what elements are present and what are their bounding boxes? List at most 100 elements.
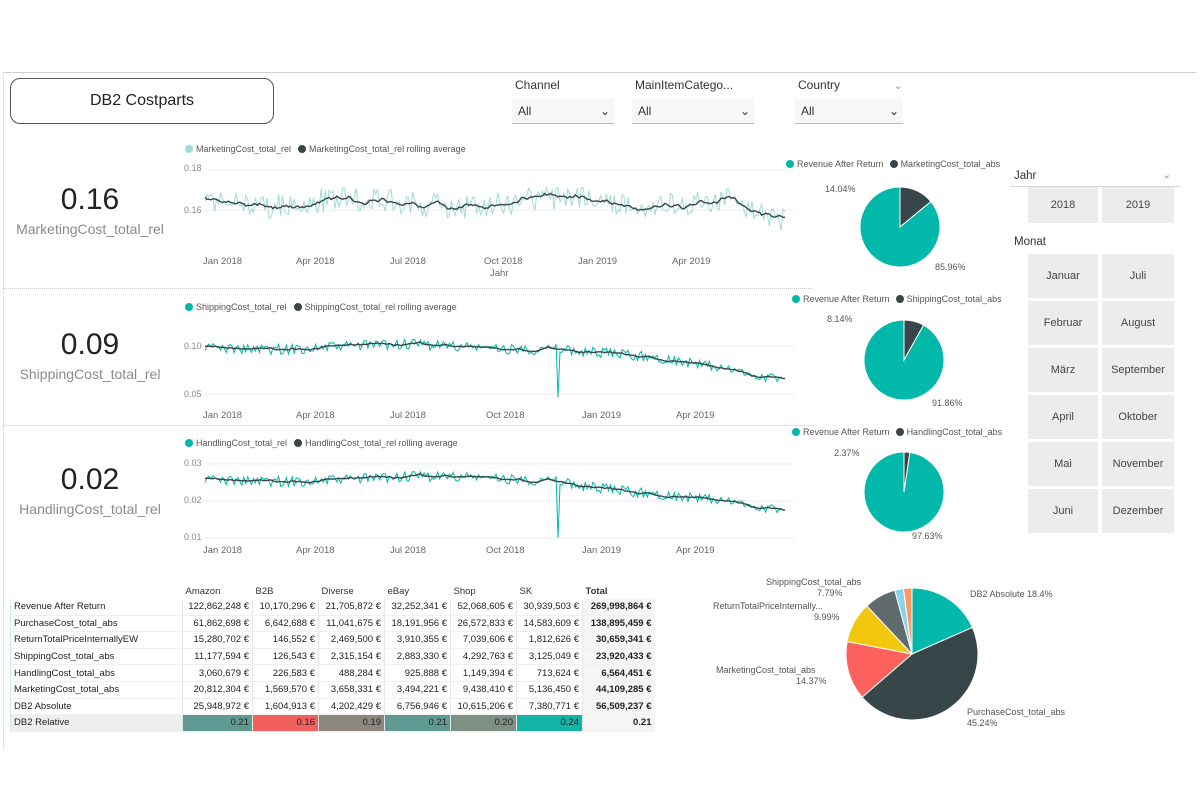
table-row[interactable]: ShippingCost_total_abs 11,177,594 €126,54… (10, 648, 655, 666)
table-cell: 20,812,304 € (182, 681, 253, 699)
column-header[interactable]: Diverse (321, 585, 354, 597)
table-cell: 488,284 € (318, 664, 385, 682)
legend-dot (895, 295, 904, 303)
legend-dot (293, 303, 302, 311)
x-tick: Jul 2018 (390, 545, 426, 556)
marketing-share-pie[interactable] (860, 187, 942, 269)
x-tick: Jan 2018 (203, 256, 243, 267)
column-header-total[interactable]: Total (585, 585, 608, 597)
x-tick: Jul 2018 (390, 256, 426, 267)
column-header[interactable]: SK (519, 585, 533, 597)
pie-slice[interactable] (861, 626, 979, 721)
jahr-slicer-title: Jahr (1014, 170, 1037, 182)
legend-label: ShippingCost_total_rel (196, 302, 287, 312)
year-tile-2019[interactable]: 2019 (1102, 187, 1174, 223)
month-tile-februar[interactable]: Februar (1028, 301, 1098, 345)
raw-series-line[interactable] (205, 337, 786, 398)
country-slicer[interactable]: Country ⌄ All ⌄ (795, 78, 903, 124)
pie-slice[interactable] (860, 187, 941, 268)
month-tile-april[interactable]: April (1028, 395, 1098, 439)
x-tick: Oct 2018 (484, 256, 523, 267)
table-row[interactable]: Revenue After Return 122,862,248 €10,170,… (10, 599, 655, 616)
country-dropdown[interactable]: All ⌄ (795, 99, 903, 124)
kpi-label: HandlingCost_total_rel (19, 501, 161, 517)
legend-dot (786, 160, 794, 168)
slicer-label: MainItemCatego... (635, 78, 734, 92)
pie-slice[interactable] (902, 588, 913, 655)
table-cell: 11,041,675 € (318, 615, 385, 633)
month-tile-dezember[interactable]: Dezember (1102, 489, 1174, 533)
legend-label: MarketingCost_total_rel (196, 144, 292, 154)
pie-slice[interactable] (911, 588, 974, 655)
table-cell: 146,552 € (252, 631, 319, 649)
total-cell: 56,509,237 € (582, 698, 655, 716)
column-header[interactable]: B2B (255, 585, 274, 597)
month-tile-januar[interactable]: Januar (1028, 254, 1098, 298)
pie-legend[interactable]: Revenue After Return MarketingCost_total… (786, 159, 1000, 169)
table-row[interactable]: PurchaseCost_total_abs 61,862,698 €6,642,… (10, 615, 655, 633)
chart-legend[interactable]: HandlingCost_total_rel HandlingCost_tota… (185, 438, 458, 448)
pie-legend[interactable]: Revenue After Return HandlingCost_total_… (792, 427, 1002, 437)
page-title-button[interactable]: DB2 Costparts (10, 78, 274, 124)
column-header[interactable]: Amazon (185, 585, 221, 597)
raw-series-line[interactable] (205, 185, 786, 231)
pie-slice[interactable] (864, 452, 945, 533)
month-tile-september[interactable]: September (1102, 348, 1174, 392)
kpi-value: 0.16 (60, 183, 120, 216)
table-cell: 61,862,698 € (182, 615, 253, 633)
month-tile-juli[interactable]: Juli (1102, 254, 1174, 298)
raw-series-line[interactable] (205, 470, 786, 538)
month-tile-mai[interactable]: Mai (1028, 442, 1098, 486)
x-axis-title: Jahr (490, 268, 509, 279)
channel-slicer[interactable]: Channel All ⌄ (512, 78, 614, 124)
table-row[interactable]: DB2 Absolute 25,948,972 €1,604,913 €4,202… (10, 698, 655, 716)
cost-breakdown-pie[interactable] (846, 588, 980, 722)
slicer-value: All (518, 104, 532, 118)
table-cell: 18,191,956 € (384, 615, 451, 633)
month-tile-august[interactable]: August (1102, 301, 1174, 345)
column-header[interactable]: eBay (387, 585, 410, 597)
month-tile-juni[interactable]: Juni (1028, 489, 1098, 533)
pie-data-label: 2.37% (834, 448, 860, 458)
row-label: DB2 Relative (10, 714, 183, 732)
mainitemcategory-slicer[interactable]: MainItemCatego... All ⌄ (632, 78, 754, 124)
table-cell: 126,543 € (252, 648, 319, 666)
pie-slice[interactable] (864, 320, 945, 401)
year-tile-2018[interactable]: 2018 (1028, 187, 1098, 223)
chevron-down-icon[interactable]: ⌄ (1162, 169, 1172, 181)
rolling-average-line[interactable] (205, 341, 786, 380)
shipping-share-pie[interactable] (864, 320, 946, 402)
divider (3, 425, 813, 426)
rolling-average-line[interactable] (205, 192, 785, 218)
month-tile-november[interactable]: November (1102, 442, 1174, 486)
handling-line-chart[interactable] (205, 458, 795, 542)
pie-slice[interactable] (846, 641, 914, 698)
total-cell: 23,920,433 € (582, 648, 655, 666)
table-row[interactable]: ReturnTotalPriceInternallyEW 15,280,702 €… (10, 631, 655, 649)
total-cell: 30,659,341 € (582, 631, 655, 649)
table-cell: 2,469,500 € (318, 631, 385, 649)
table-cell: 4,202,429 € (318, 698, 385, 716)
shipping-line-chart[interactable] (205, 320, 795, 404)
table-cell: 0.16 (252, 714, 319, 732)
table-cell: 14,583,609 € (516, 615, 583, 633)
cost-matrix-table[interactable]: Amazon B2B Diverse eBay Shop SK Total Re… (10, 583, 655, 732)
table-row[interactable]: DB2 Relative 0.21 0.16 0.19 0.21 0.20 0.24 0.21 (10, 714, 655, 732)
rolling-average-line[interactable] (205, 473, 786, 511)
pie-legend[interactable]: Revenue After Return ShippingCost_total_… (792, 294, 1002, 304)
chart-legend[interactable]: ShippingCost_total_rel ShippingCost_tota… (185, 302, 457, 312)
chart-legend[interactable]: MarketingCost_total_rel MarketingCost_to… (185, 144, 466, 154)
channel-dropdown[interactable]: All ⌄ (512, 99, 614, 124)
table-row[interactable]: MarketingCost_total_abs 20,812,304 €1,569… (10, 681, 655, 699)
y-tick: 0.03 (184, 458, 202, 468)
handling-share-pie[interactable] (864, 452, 946, 534)
table-row[interactable]: HandlingCost_total_abs 3,060,679 €226,583… (10, 664, 655, 682)
month-tile-oktober[interactable]: Oktober (1102, 395, 1174, 439)
column-header[interactable]: Shop (453, 585, 476, 597)
table-cell: 0.19 (318, 714, 385, 732)
marketing-line-chart[interactable] (205, 162, 795, 252)
table-cell: 3,658,331 € (318, 681, 385, 699)
table-cell: 226,583 € (252, 664, 319, 682)
month-tile-maerz[interactable]: März (1028, 348, 1098, 392)
mainitemcategory-dropdown[interactable]: All ⌄ (632, 99, 754, 124)
